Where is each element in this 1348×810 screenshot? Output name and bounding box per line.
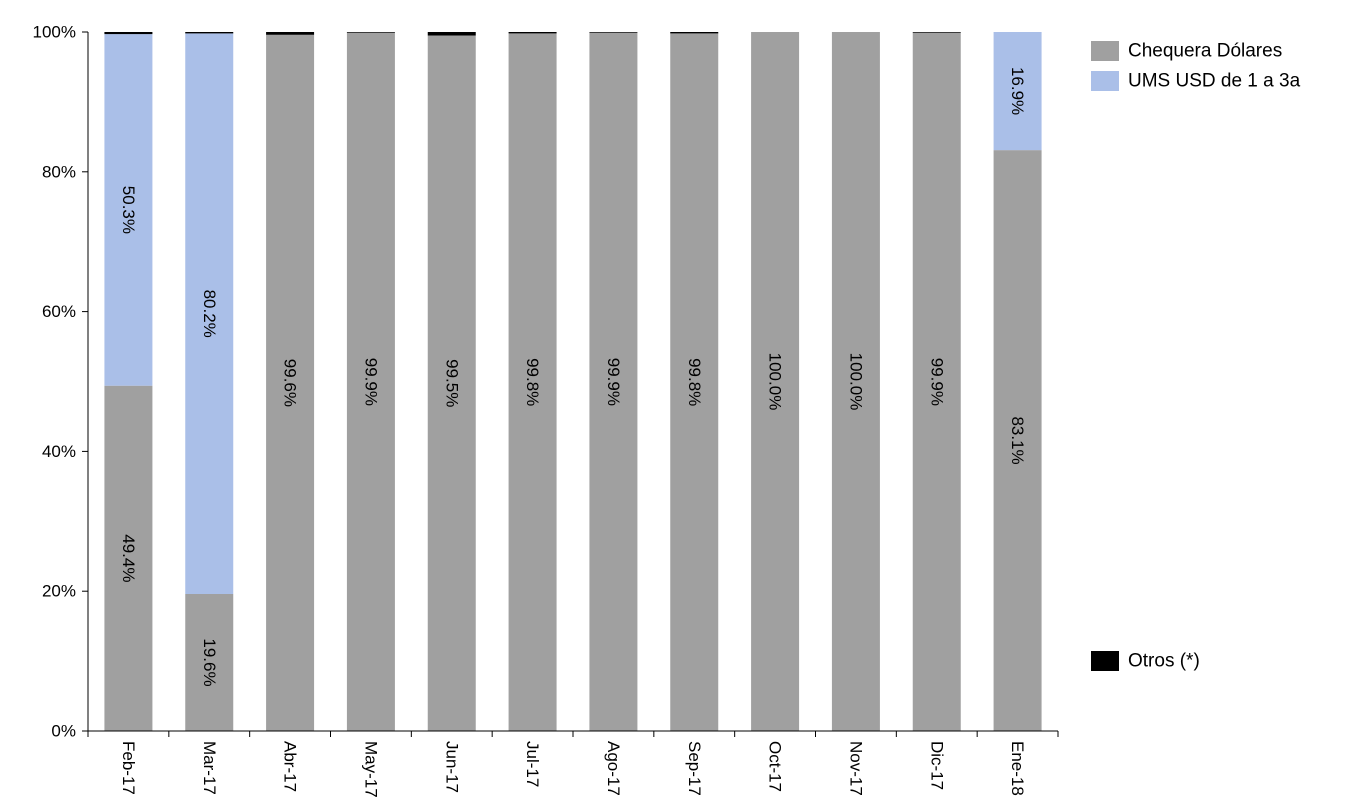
bar-segment [104,32,153,35]
x-tick-label: Oct-17 [766,741,785,792]
bar-segment [831,32,880,731]
y-tick-label: 40% [42,442,76,461]
legend-label: Otros (*) [1128,651,1200,672]
y-tick-label: 100% [33,23,76,42]
bar-segment [670,33,719,731]
bar-segment [346,32,395,732]
y-tick-label: 20% [42,582,76,601]
bar-segment [185,593,234,731]
legend-label: UMS USD de 1 a 3a [1128,71,1301,92]
bar-segment [427,32,476,36]
data-label: 16.9% [1008,67,1027,115]
data-label: 99.5% [442,359,461,407]
bar-segment [104,385,153,731]
bar-segment [993,150,1042,732]
legend-label: Chequera Dólares [1128,41,1282,62]
legend-item: Otros (*) [1091,651,1200,672]
data-label: 80.2% [200,290,219,338]
legend-swatch [1091,71,1119,91]
y-tick-label: 60% [42,302,76,321]
data-labels-group: 49.4% 50.3% 19.6% 80.2% 99.6% 99.9% 99.5% 99.8%… [119,67,1027,687]
bar-segment [185,33,234,594]
x-tick-label: Mar-17 [200,741,219,795]
bar-segment [266,34,315,731]
data-label: 83.1% [1008,416,1027,464]
bar-segment [589,32,638,33]
x-tick-label: Ago-17 [604,741,623,796]
x-tick-label: Nov-17 [846,741,865,796]
x-tick-label: Ene-18 [1008,741,1027,796]
data-label: 99.9% [361,358,380,406]
legend-item: UMS USD de 1 a 3a [1091,71,1301,92]
x-tick-label: May-17 [361,741,380,798]
bar-segment [346,32,395,33]
data-label: 99.8% [685,358,704,406]
legend: Chequera Dólares UMS USD de 1 a 3a Otros (… [1091,41,1301,672]
bar-segment [427,35,476,732]
x-tick-label: Abr-17 [281,741,300,792]
data-label: 99.9% [604,358,623,406]
x-tick-label: Feb-17 [119,741,138,795]
legend-swatch [1091,651,1119,671]
data-label: 50.3% [119,186,138,234]
data-label: 100.0% [766,353,785,411]
bars-group [104,32,1042,732]
data-label: 99.9% [927,358,946,406]
axes-group: 0% 20% 40% 60% 80% 100% Feb-17 Mar-17 Abr-17 May-… [33,23,1059,798]
bar-segment [912,32,961,732]
y-tick-label: 0% [51,722,76,741]
bar-segment [104,34,153,386]
bar-segment [185,32,234,34]
legend-item: Chequera Dólares [1091,41,1282,62]
legend-swatch [1091,41,1119,61]
bar-segment [508,33,557,731]
bar-segment [993,32,1042,151]
x-tick-label: Dic-17 [927,741,946,790]
data-label: 99.8% [523,358,542,406]
x-tick-label: Jun-17 [442,741,461,793]
bar-segment [751,32,800,731]
data-label: 19.6% [200,638,219,686]
data-label: 100.0% [846,353,865,411]
bar-segment [589,32,638,732]
bar-segment [508,32,557,34]
data-label: 49.4% [119,534,138,582]
bar-segment [912,32,961,33]
y-tick-label: 80% [42,162,76,181]
x-tick-label: Jul-17 [523,741,542,787]
bar-segment [670,32,719,34]
bar-segment [266,32,315,35]
x-tick-label: Sep-17 [685,741,704,796]
data-label: 99.6% [281,359,300,407]
